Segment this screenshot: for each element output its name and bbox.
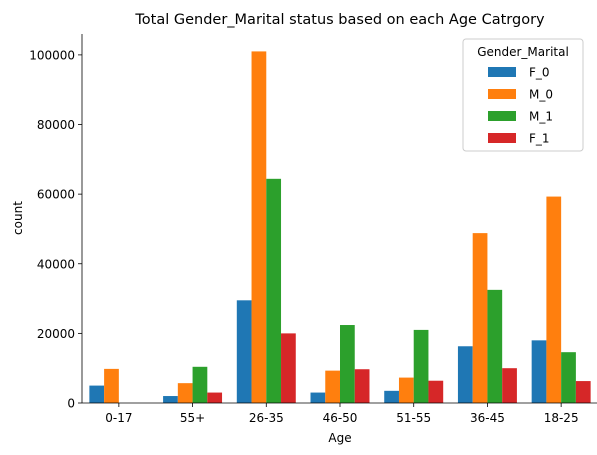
bar-M_1-51-55 <box>413 329 429 403</box>
y-tick-label: 100000 <box>29 48 75 62</box>
bar-F_1-26-35 <box>281 333 296 403</box>
bar-M_1-46-50 <box>340 325 355 403</box>
bar-M_0-0-17 <box>104 368 119 403</box>
x-tick-label: 46-50 <box>323 411 358 425</box>
bar-F_1-18-25 <box>575 381 591 403</box>
y-tick-label: 0 <box>67 397 75 411</box>
legend-label-F_1: F_1 <box>529 132 550 146</box>
bar-M_1-26-35 <box>266 178 282 403</box>
bar-F_1-51-55 <box>428 380 444 403</box>
bar-F_0-55+ <box>163 396 178 403</box>
bar-M_0-46-50 <box>325 370 340 403</box>
legend-title: Gender_Marital <box>477 45 569 59</box>
bar-M_0-18-25 <box>546 196 562 403</box>
legend-swatch-F_0 <box>488 67 516 77</box>
bar-F_0-51-55 <box>384 390 399 403</box>
x-tick-label: 18-25 <box>544 411 579 425</box>
bar-F_0-18-25 <box>531 340 547 403</box>
legend-label-M_1: M_1 <box>529 110 553 124</box>
legend-swatch-F_1 <box>488 133 516 143</box>
bar-M_1-36-45 <box>487 289 503 403</box>
bar-F_1-36-45 <box>502 368 517 403</box>
x-tick-label: 55+ <box>180 411 205 425</box>
legend-swatch-M_1 <box>488 111 516 121</box>
x-axis-label: Age <box>328 431 351 445</box>
bars-layer <box>89 51 591 403</box>
bar-M_1-18-25 <box>561 352 576 403</box>
y-tick-label: 20000 <box>37 327 75 341</box>
y-tick-label: 40000 <box>37 257 75 271</box>
bar-F_0-46-50 <box>310 392 326 403</box>
x-tick-label: 26-35 <box>249 411 284 425</box>
legend-label-F_0: F_0 <box>529 66 550 80</box>
bar-M_1-55+ <box>192 366 208 403</box>
chart-title: Total Gender_Marital status based on eac… <box>134 12 545 28</box>
bar-M_0-26-35 <box>251 51 267 403</box>
bar-F_0-0-17 <box>89 385 105 403</box>
y-tick-label: 80000 <box>37 118 75 132</box>
x-tick-label: 0-17 <box>105 411 132 425</box>
bar-F_1-55+ <box>207 392 223 403</box>
bar-M_0-51-55 <box>398 377 414 403</box>
x-tick-label: 36-45 <box>470 411 505 425</box>
bar-M_0-55+ <box>177 383 193 403</box>
legend: Gender_Marital F_0 M_0 M_1 F_1 <box>462 38 584 152</box>
x-tick-label: 51-55 <box>396 411 431 425</box>
y-tick-label: 60000 <box>37 188 75 202</box>
bar-M_0-36-45 <box>472 233 488 403</box>
bar-F_0-26-35 <box>236 300 252 403</box>
legend-swatch-M_0 <box>488 89 516 99</box>
legend-label-M_0: M_0 <box>529 88 553 102</box>
y-axis-label: count <box>11 201 25 235</box>
bar-F_1-46-50 <box>354 369 370 403</box>
bar-F_0-36-45 <box>457 346 473 403</box>
axes-layer: 0 20000 40000 60000 80000 100000 0-17 55+ 26-35 4… <box>29 34 597 425</box>
